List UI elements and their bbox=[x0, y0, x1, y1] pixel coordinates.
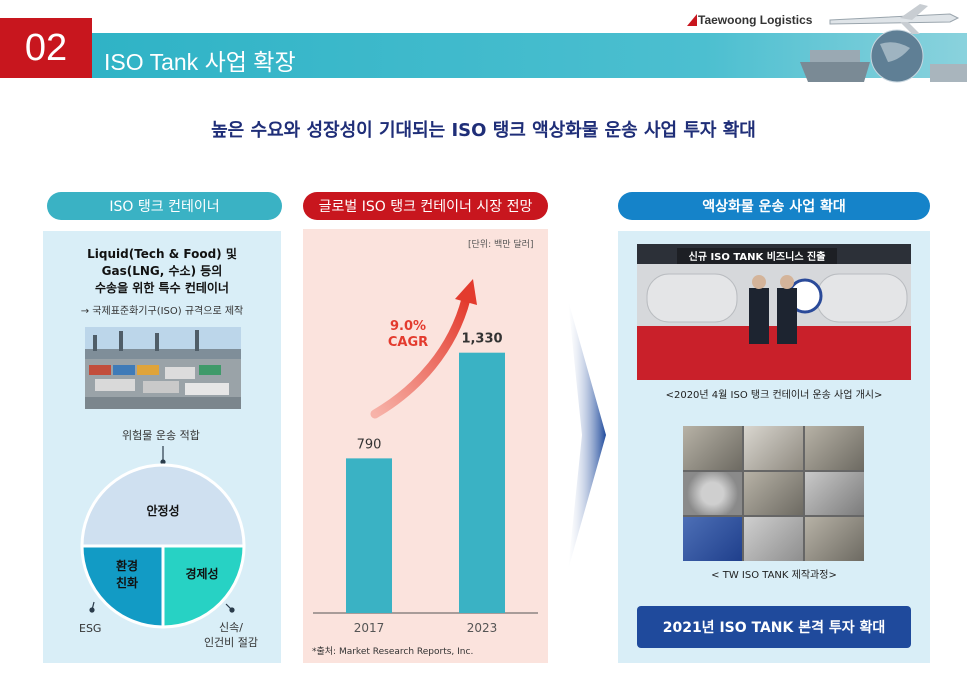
manufacturing-process-photos bbox=[683, 426, 864, 561]
investment-banner: 2021년 ISO TANK 본격 투자 확대 bbox=[637, 606, 911, 648]
segment-eco-friendly bbox=[80, 544, 165, 629]
process-photo-8 bbox=[744, 517, 803, 561]
process-photo-9 bbox=[805, 517, 864, 561]
section-title: ISO Tank 사업 확장 bbox=[104, 49, 296, 75]
chart-source: *출처: Market Research Reports, Inc. bbox=[312, 647, 474, 657]
airplane-icon bbox=[829, 4, 960, 34]
ceremony-banner-text: 신규 ISO TANK 비즈니스 진출 bbox=[689, 250, 826, 263]
cagr-label: CAGR bbox=[388, 335, 428, 350]
launch-ceremony-photo: 신규 ISO TANK 비즈니스 진출 bbox=[637, 244, 911, 380]
pill-liquid-cargo-expansion: 액상화물 운송 사업 확대 bbox=[618, 192, 930, 220]
pill-iso-tank-container: ISO 탱크 컨테이너 bbox=[47, 192, 282, 220]
tick-label-2023: 2023 bbox=[467, 621, 498, 635]
description-line-3: 수송을 위한 특수 컨테이너 bbox=[95, 281, 229, 295]
bar-2017 bbox=[346, 458, 392, 613]
process-photo-6 bbox=[805, 471, 864, 516]
label-hazardous-suitable: 위험물 운송 적합 bbox=[122, 429, 200, 442]
description-line-1: Liquid(Tech & Food) 및 bbox=[87, 247, 237, 261]
process-photo-7 bbox=[683, 517, 742, 561]
label-eco-line-1: 환경 bbox=[115, 559, 139, 573]
label-esg: ESG bbox=[79, 622, 102, 635]
label-speed-labor: 신속/ 인건비 절감 bbox=[196, 620, 266, 650]
cagr-rate: 9.0% bbox=[390, 319, 426, 334]
chevron-right-icon bbox=[568, 300, 606, 570]
iso-tank-description: Liquid(Tech & Food) 및 Gas(LNG, 수소) 등의 수송… bbox=[43, 246, 281, 297]
segment-economy bbox=[161, 544, 246, 629]
label-eco-line-2: 친화 bbox=[115, 576, 139, 590]
process-photo-5 bbox=[744, 471, 803, 516]
logistics-illustration bbox=[800, 4, 967, 83]
chart-panel bbox=[303, 229, 548, 663]
market-bar-chart: 9.0% CAGR 790 2017 1,330 2023 bbox=[313, 279, 538, 635]
segment-stability bbox=[80, 463, 246, 548]
process-photo-2 bbox=[744, 426, 803, 470]
label-eco-friendly: 환경 친화 bbox=[97, 558, 157, 592]
section-number: 02 bbox=[0, 18, 92, 78]
value-label-2023: 1,330 bbox=[461, 332, 502, 347]
process-caption: < TW ISO TANK 제작과정> bbox=[711, 570, 837, 581]
brand-logo-icon bbox=[687, 14, 697, 26]
process-photo-3 bbox=[805, 426, 864, 470]
value-label-2017: 790 bbox=[357, 437, 382, 452]
cagr-arrow-head bbox=[455, 279, 477, 305]
ceremony-caption: <2020년 4월 ISO 탱크 컨테이너 운송 사업 개시> bbox=[665, 390, 883, 401]
label-speed-line-2: 인건비 절감 bbox=[203, 636, 259, 649]
tick-label-2017: 2017 bbox=[354, 621, 385, 635]
process-photo-1 bbox=[683, 426, 742, 470]
bar-2023 bbox=[459, 352, 505, 613]
iso-standard-note: → 국제표준화기구(ISO) 규격으로 제작 bbox=[80, 306, 244, 317]
label-stability: 안정성 bbox=[146, 504, 180, 518]
headline: 높은 수요와 성장성이 기대되는 ISO 탱크 액상화물 운송 사업 투자 확대 bbox=[211, 120, 756, 141]
cagr-arrow bbox=[370, 294, 471, 419]
benefit-donut bbox=[80, 446, 246, 629]
chart-unit: [단위: 백만 달러] bbox=[468, 240, 534, 250]
process-photo-4 bbox=[683, 471, 742, 516]
globe-icon bbox=[870, 29, 924, 83]
pill-market-outlook: 글로벌 ISO 탱크 컨테이너 시장 전망 bbox=[303, 192, 548, 220]
description-line-2: Gas(LNG, 수소) 등의 bbox=[101, 264, 223, 278]
ship-icon bbox=[800, 50, 967, 82]
brand-name: Taewoong Logistics bbox=[698, 13, 813, 27]
label-speed-line-1: 신속/ bbox=[219, 621, 243, 634]
label-economy: 경제성 bbox=[185, 567, 219, 581]
port-container-photo bbox=[85, 327, 241, 409]
